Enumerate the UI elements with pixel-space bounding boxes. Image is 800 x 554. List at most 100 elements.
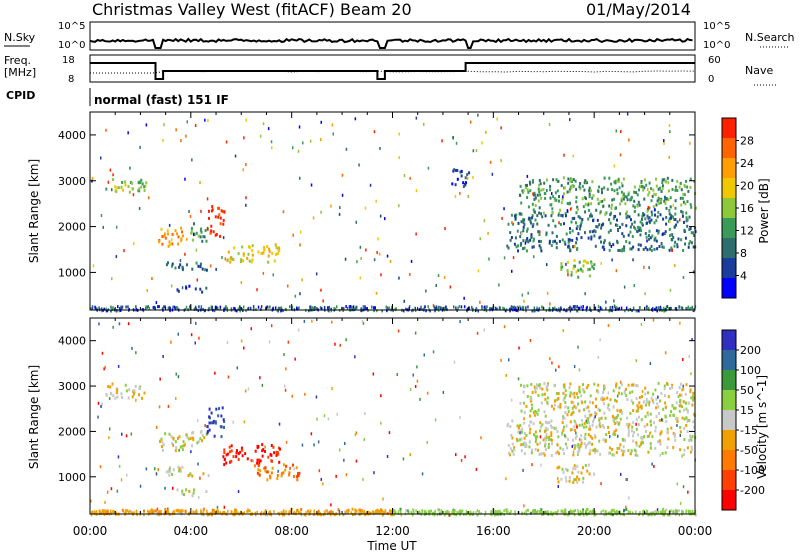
data-cell bbox=[640, 435, 643, 439]
data-cell bbox=[143, 189, 146, 192]
data-cell bbox=[337, 508, 340, 512]
scatter-cell bbox=[117, 455, 120, 459]
data-cell bbox=[521, 427, 524, 431]
ground-cell bbox=[444, 307, 447, 311]
data-cell bbox=[177, 235, 180, 239]
scatter-cell bbox=[338, 510, 341, 514]
scatter-cell bbox=[649, 362, 652, 365]
data-cell bbox=[561, 214, 564, 218]
data-cell bbox=[671, 188, 674, 191]
data-cell bbox=[655, 177, 657, 181]
data-cell bbox=[190, 229, 193, 233]
data-cell bbox=[589, 449, 592, 453]
ground-cell bbox=[493, 510, 495, 514]
scatter-cell bbox=[599, 338, 601, 342]
ground-cell bbox=[120, 305, 122, 309]
data-cell bbox=[545, 438, 548, 442]
data-cell bbox=[190, 231, 193, 235]
ground-cell bbox=[355, 305, 357, 309]
data-cell bbox=[577, 443, 580, 447]
scatter-cell bbox=[476, 331, 479, 335]
ground-cell bbox=[282, 309, 284, 313]
ground-cell bbox=[90, 307, 92, 311]
ground-cell bbox=[646, 511, 648, 515]
scatter-cell bbox=[177, 375, 180, 379]
data-cell bbox=[203, 235, 206, 239]
data-cell bbox=[611, 453, 614, 457]
ground-cell bbox=[160, 510, 162, 514]
scatter-cell bbox=[259, 376, 261, 380]
data-cell bbox=[514, 216, 517, 220]
data-cell bbox=[663, 178, 666, 182]
scatter-cell bbox=[112, 173, 114, 177]
scatter-cell bbox=[250, 327, 252, 331]
data-cell bbox=[669, 196, 672, 200]
data-cell bbox=[572, 467, 575, 471]
colorbar-tick-label: 24 bbox=[740, 157, 754, 170]
scatter-cell bbox=[585, 419, 588, 423]
ground-cell bbox=[579, 510, 582, 514]
data-cell bbox=[671, 404, 674, 408]
data-cell bbox=[171, 262, 174, 266]
ground-cell bbox=[296, 306, 298, 310]
scatter-cell bbox=[498, 283, 500, 287]
ground-cell bbox=[639, 511, 641, 514]
data-cell bbox=[641, 217, 643, 221]
ground-cell bbox=[580, 305, 582, 309]
ground-cell bbox=[481, 307, 483, 311]
data-cell bbox=[509, 453, 511, 457]
data-cell bbox=[563, 452, 565, 455]
scatter-cell bbox=[225, 140, 228, 144]
data-cell bbox=[594, 450, 597, 454]
scatter-cell bbox=[320, 120, 322, 124]
ground-cell bbox=[239, 309, 241, 313]
data-cell bbox=[673, 435, 676, 439]
scatter-cell bbox=[196, 419, 199, 423]
data-cell bbox=[542, 451, 545, 455]
scatter-cell bbox=[172, 486, 174, 490]
scatter-cell bbox=[434, 418, 437, 422]
ground-cell bbox=[592, 510, 595, 513]
data-cell bbox=[665, 197, 668, 200]
scatter-cell bbox=[175, 372, 177, 376]
data-cell bbox=[584, 197, 587, 200]
data-cell bbox=[629, 411, 632, 415]
data-cell bbox=[589, 394, 592, 398]
data-cell bbox=[527, 205, 530, 209]
ground-cell bbox=[508, 307, 511, 311]
scatter-cell bbox=[132, 193, 135, 197]
scatter-cell bbox=[197, 462, 199, 466]
data-cell bbox=[627, 383, 630, 387]
scatter-cell bbox=[505, 373, 507, 377]
data-cell bbox=[583, 188, 586, 192]
data-cell bbox=[177, 289, 180, 293]
data-cell bbox=[687, 245, 690, 249]
ground-cell bbox=[90, 513, 93, 517]
data-cell bbox=[490, 509, 493, 513]
data-cell bbox=[553, 197, 556, 201]
data-cell bbox=[683, 438, 686, 441]
data-cell bbox=[141, 182, 144, 186]
data-cell bbox=[628, 391, 631, 395]
data-cell bbox=[576, 207, 579, 211]
data-cell bbox=[520, 383, 522, 387]
ground-cell bbox=[682, 510, 684, 514]
scatter-cell bbox=[679, 433, 681, 437]
scatter-cell bbox=[664, 351, 667, 355]
data-cell bbox=[620, 392, 623, 396]
scatter-cell bbox=[503, 207, 505, 211]
data-cell bbox=[674, 206, 677, 210]
scatter-cell bbox=[562, 329, 564, 333]
ground-cell bbox=[345, 509, 348, 513]
data-cell bbox=[242, 259, 244, 263]
data-cell bbox=[220, 435, 223, 439]
data-cell bbox=[646, 207, 649, 211]
data-cell bbox=[180, 226, 182, 230]
scatter-cell bbox=[358, 163, 360, 167]
ground-cell bbox=[274, 306, 277, 310]
data-cell bbox=[690, 205, 693, 209]
scatter-cell bbox=[118, 322, 121, 326]
data-cell bbox=[694, 230, 697, 234]
ground-cell bbox=[110, 305, 112, 309]
